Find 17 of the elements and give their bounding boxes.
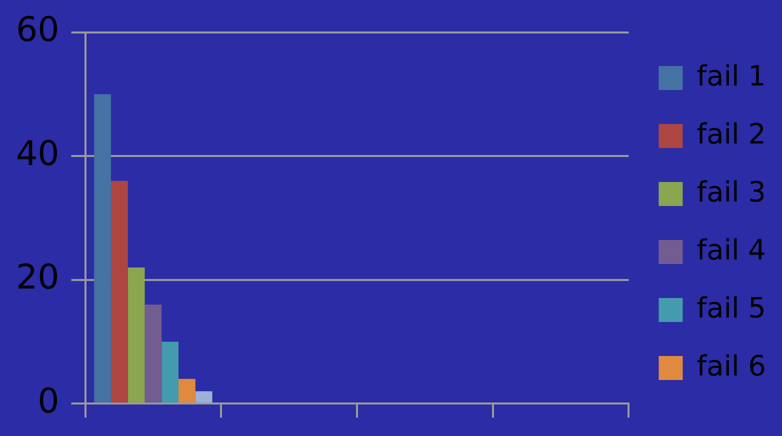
bar: [195, 391, 212, 403]
bar: [178, 378, 196, 403]
y-tick-label: 0: [38, 381, 60, 422]
y-tick-label: 60: [16, 10, 60, 50]
bar: [110, 180, 128, 403]
bar: [144, 304, 162, 403]
legend-label: fail 3: [696, 175, 766, 208]
y-tick-label: 40: [16, 134, 60, 174]
bar: [94, 94, 111, 403]
legend-label: fail 2: [696, 117, 766, 150]
legend-label: fail 1: [696, 59, 766, 92]
bar: [128, 267, 145, 403]
y-tick-label: 20: [16, 258, 60, 298]
legend-label: fail 6: [696, 349, 766, 382]
legend-label: fail 4: [696, 233, 766, 266]
bar: [162, 342, 179, 403]
legend-label: fail 5: [696, 291, 766, 324]
